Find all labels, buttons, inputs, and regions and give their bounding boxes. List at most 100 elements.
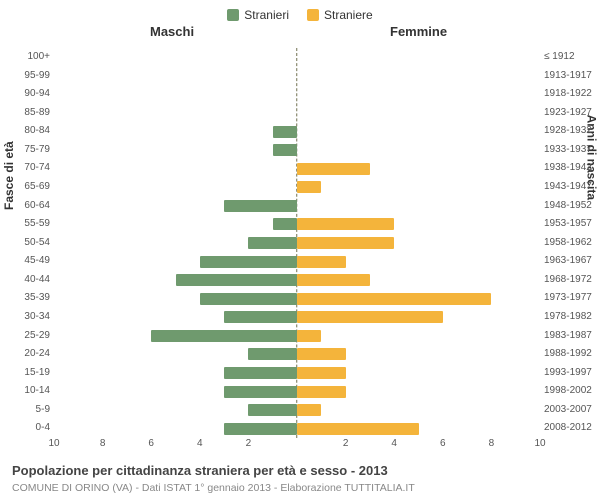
bar-male — [224, 311, 297, 323]
birth-year-tick: 1928-1932 — [544, 122, 598, 141]
bar-female — [297, 330, 321, 342]
bar-female — [297, 423, 419, 435]
birth-year-tick: 1968-1972 — [544, 271, 598, 290]
bar-male — [224, 423, 297, 435]
x-tick: 10 — [534, 438, 545, 449]
birth-year-tick: 1983-1987 — [544, 327, 598, 346]
birth-year-tick: 1918-1922 — [544, 85, 598, 104]
bar-male — [224, 386, 297, 398]
bar-female — [297, 218, 394, 230]
row-75-79: 75-791933-1937 — [54, 141, 540, 160]
row-55-59: 55-591953-1957 — [54, 215, 540, 234]
age-tick: 55-59 — [10, 215, 50, 234]
birth-year-tick: 2003-2007 — [544, 401, 598, 420]
birth-year-tick: 1998-2002 — [544, 382, 598, 401]
row-60-64: 60-641948-1952 — [54, 197, 540, 216]
legend-item-female: Straniere — [307, 8, 373, 22]
age-tick: 85-89 — [10, 104, 50, 123]
birth-year-tick: 1988-1992 — [544, 345, 598, 364]
age-tick: 80-84 — [10, 122, 50, 141]
x-tick: 4 — [197, 438, 203, 449]
bar-female — [297, 311, 443, 323]
legend-label-male: Stranieri — [244, 8, 289, 22]
birth-year-tick: 1973-1977 — [544, 289, 598, 308]
bar-female — [297, 348, 346, 360]
bar-male — [248, 348, 297, 360]
bar-male — [273, 218, 297, 230]
bar-male — [248, 404, 297, 416]
birth-year-tick: 2008-2012 — [544, 419, 598, 438]
row-25-29: 25-291983-1987 — [54, 327, 540, 346]
row-65-69: 65-691943-1947 — [54, 178, 540, 197]
row-95-99: 95-991913-1917 — [54, 67, 540, 86]
birth-year-tick: 1913-1917 — [544, 67, 598, 86]
bar-male — [224, 367, 297, 379]
bar-female — [297, 163, 370, 175]
age-tick: 90-94 — [10, 85, 50, 104]
row-0-4: 0-42008-2012 — [54, 419, 540, 438]
chart-caption: Popolazione per cittadinanza straniera p… — [12, 463, 388, 478]
row-30-34: 30-341978-1982 — [54, 308, 540, 327]
bar-female — [297, 274, 370, 286]
legend-swatch-male — [227, 9, 239, 21]
panel-titles: Maschi Femmine — [0, 22, 600, 42]
row-70-74: 70-741938-1942 — [54, 159, 540, 178]
age-tick: 0-4 — [10, 419, 50, 438]
age-tick: 45-49 — [10, 252, 50, 271]
birth-year-tick: 1948-1952 — [544, 197, 598, 216]
row-100+: 100+≤ 1912 — [54, 48, 540, 67]
legend: Stranieri Straniere — [0, 0, 600, 22]
population-pyramid-chart: Stranieri Straniere Maschi Femmine Fasce… — [0, 0, 600, 500]
row-90-94: 90-941918-1922 — [54, 85, 540, 104]
age-tick: 75-79 — [10, 141, 50, 160]
x-tick: 8 — [489, 438, 495, 449]
birth-year-tick: 1993-1997 — [544, 364, 598, 383]
age-tick: 10-14 — [10, 382, 50, 401]
row-80-84: 80-841928-1932 — [54, 122, 540, 141]
legend-item-male: Stranieri — [227, 8, 289, 22]
bar-male — [273, 144, 297, 156]
birth-year-tick: 1978-1982 — [544, 308, 598, 327]
x-tick: 6 — [440, 438, 446, 449]
row-40-44: 40-441968-1972 — [54, 271, 540, 290]
age-tick: 25-29 — [10, 327, 50, 346]
row-20-24: 20-241988-1992 — [54, 345, 540, 364]
bar-male — [200, 293, 297, 305]
age-tick: 50-54 — [10, 234, 50, 253]
age-tick: 65-69 — [10, 178, 50, 197]
bar-male — [273, 126, 297, 138]
x-tick: 2 — [246, 438, 252, 449]
bar-male — [224, 200, 297, 212]
birth-year-tick: 1938-1942 — [544, 159, 598, 178]
bar-female — [297, 404, 321, 416]
age-tick: 5-9 — [10, 401, 50, 420]
bar-male — [176, 274, 298, 286]
age-tick: 30-34 — [10, 308, 50, 327]
chart-subcaption: COMUNE DI ORINO (VA) - Dati ISTAT 1° gen… — [12, 482, 415, 494]
age-tick: 20-24 — [10, 345, 50, 364]
birth-year-tick: 1933-1937 — [544, 141, 598, 160]
x-tick: 6 — [148, 438, 154, 449]
birth-year-tick: ≤ 1912 — [544, 48, 598, 67]
birth-year-tick: 1943-1947 — [544, 178, 598, 197]
row-85-89: 85-891923-1927 — [54, 104, 540, 123]
bar-female — [297, 367, 346, 379]
row-50-54: 50-541958-1962 — [54, 234, 540, 253]
age-tick: 60-64 — [10, 197, 50, 216]
bar-female — [297, 181, 321, 193]
age-tick: 40-44 — [10, 271, 50, 290]
bar-female — [297, 237, 394, 249]
birth-year-tick: 1963-1967 — [544, 252, 598, 271]
age-tick: 70-74 — [10, 159, 50, 178]
bar-male — [248, 237, 297, 249]
bar-male — [151, 330, 297, 342]
x-tick: 2 — [343, 438, 349, 449]
bar-female — [297, 293, 491, 305]
row-10-14: 10-141998-2002 — [54, 382, 540, 401]
age-tick: 95-99 — [10, 67, 50, 86]
x-tick: 4 — [391, 438, 397, 449]
row-35-39: 35-391973-1977 — [54, 289, 540, 308]
panel-title-female: Femmine — [390, 24, 447, 39]
bar-female — [297, 386, 346, 398]
bar-male — [200, 256, 297, 268]
